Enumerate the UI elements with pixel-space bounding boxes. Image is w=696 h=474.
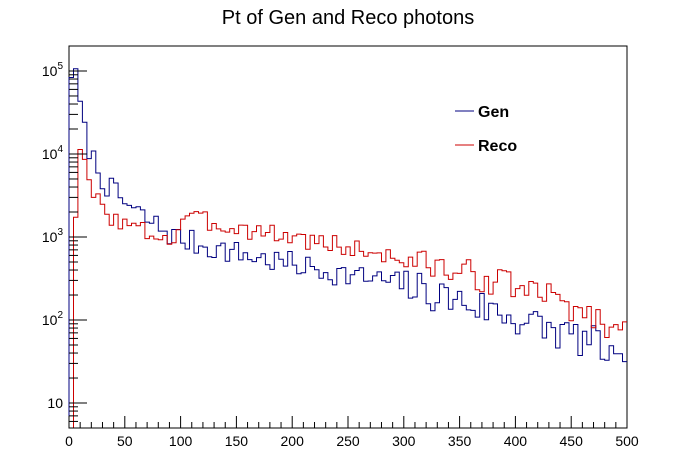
chart-title: Pt of Gen and Reco photons	[222, 7, 474, 29]
x-tick-label: 500	[615, 433, 639, 449]
y-tick-exponent: 2	[57, 310, 63, 321]
x-tick-label: 250	[336, 433, 360, 449]
x-tick-label: 100	[169, 433, 193, 449]
x-tick-label: 0	[65, 433, 73, 449]
y-tick-label: 103	[42, 227, 64, 245]
y-tick-base: 10	[42, 63, 58, 79]
x-tick-label: 350	[448, 433, 472, 449]
x-tick-label: 150	[225, 433, 249, 449]
plot-frame	[68, 45, 628, 429]
series-layer	[68, 68, 627, 429]
y-tick-label: 10	[47, 395, 63, 411]
x-axis: 0 50 100 150 200 250 300 350 400 450 500	[65, 416, 639, 449]
x-tick-label: 50	[117, 433, 133, 449]
y-tick-base: 10	[47, 395, 63, 411]
x-tick-label: 400	[504, 433, 528, 449]
y-tick-exponent: 3	[57, 227, 63, 238]
y-tick-label: 104	[42, 144, 64, 162]
series-reco-histogram	[69, 149, 627, 429]
x-tick-label: 450	[560, 433, 584, 449]
legend: Gen Reco	[455, 104, 517, 155]
y-tick-base: 10	[42, 229, 58, 245]
series-gen-histogram	[68, 68, 627, 428]
x-tick-label: 200	[281, 433, 305, 449]
y-tick-label: 105	[42, 61, 64, 79]
plot-border	[68, 45, 628, 429]
y-tick-base: 10	[42, 146, 58, 162]
legend-label-gen: Gen	[478, 104, 509, 121]
y-tick-base: 10	[42, 312, 58, 328]
legend-label-reco: Reco	[478, 138, 517, 155]
y-tick-label: 102	[42, 310, 64, 328]
y-tick-exponent: 4	[57, 144, 63, 155]
x-tick-label: 300	[392, 433, 416, 449]
y-tick-exponent: 5	[57, 61, 63, 72]
